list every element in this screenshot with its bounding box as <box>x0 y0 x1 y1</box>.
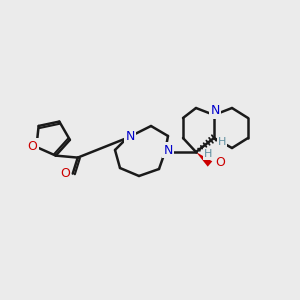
Text: O: O <box>215 157 225 169</box>
Text: H: H <box>218 137 226 147</box>
Text: H: H <box>204 149 212 159</box>
Text: O: O <box>60 167 70 180</box>
Polygon shape <box>196 152 212 167</box>
Text: N: N <box>125 130 135 142</box>
Text: N: N <box>210 104 220 118</box>
Text: O: O <box>28 140 37 152</box>
Text: N: N <box>163 143 173 157</box>
